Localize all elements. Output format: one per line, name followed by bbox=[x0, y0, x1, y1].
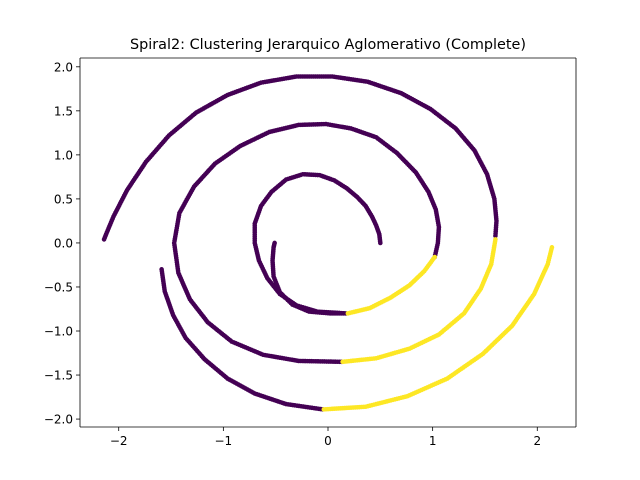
scatter-point-cluster-0 bbox=[272, 240, 277, 246]
y-tick-label: 1.5 bbox=[54, 104, 73, 118]
chart-title: Spiral2: Clustering Jerarquico Aglomerat… bbox=[130, 37, 526, 53]
axes-frame bbox=[79, 57, 577, 428]
y-tick-label: 0.0 bbox=[54, 236, 73, 250]
y-tick-label: −1.0 bbox=[44, 325, 73, 339]
y-tick-label: −1.5 bbox=[44, 369, 73, 383]
y-tick-label: 0.5 bbox=[54, 192, 73, 206]
y-tick-label: 1.0 bbox=[54, 148, 73, 162]
y-tick-label: −2.0 bbox=[44, 413, 73, 427]
x-tick-label: −1 bbox=[215, 434, 233, 448]
scatter-point-cluster-1 bbox=[549, 245, 555, 250]
scatter-point-cluster-1 bbox=[432, 254, 438, 260]
x-tick-label: −2 bbox=[110, 434, 128, 448]
scatter-points bbox=[101, 74, 555, 412]
x-axis-ticks: −2 −1 0 1 2 bbox=[110, 427, 541, 448]
y-axis-ticks: 2.0 1.5 1.0 0.5 0.0 −0.5 −1.0 −1.5 −2.0 bbox=[44, 60, 80, 427]
scatter-point-cluster-1 bbox=[493, 237, 498, 242]
x-tick-label: 0 bbox=[324, 434, 332, 448]
y-tick-label: 2.0 bbox=[54, 60, 73, 74]
y-tick-label: −0.5 bbox=[44, 280, 73, 294]
x-tick-label: 1 bbox=[429, 434, 437, 448]
x-tick-label: 2 bbox=[533, 434, 541, 448]
scatter-point-cluster-0 bbox=[101, 237, 107, 242]
